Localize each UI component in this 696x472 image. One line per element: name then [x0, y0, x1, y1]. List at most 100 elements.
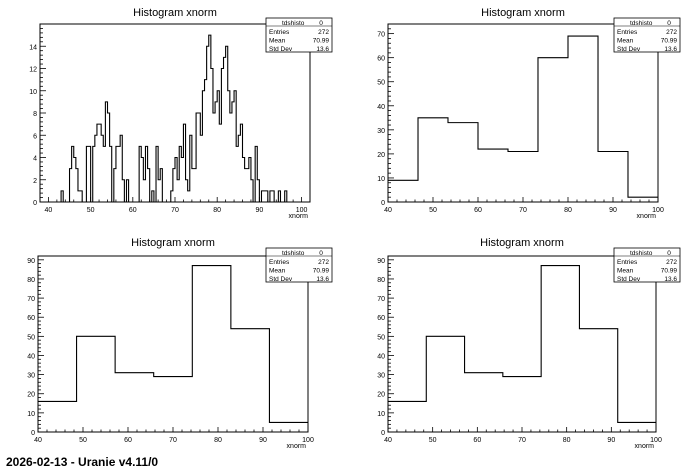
stats-box: tdshisto 0 Entries 272 Mean 70.99 Std Dev 13.6 — [265, 17, 333, 53]
panel-title: Histogram xnorm — [133, 7, 217, 19]
stats-label: Std Dev — [617, 276, 641, 283]
x-axis-label: xnorm — [289, 213, 309, 220]
y-tick-label: 40 — [27, 353, 35, 360]
stats-box-title: tdshisto — [630, 250, 653, 257]
stats-box-frame — [265, 17, 333, 53]
histogram-outline — [40, 34, 310, 203]
stats-box-title-value: 0 — [319, 250, 323, 257]
stats-box-frame — [613, 247, 681, 283]
x-tick-label: 50 — [429, 207, 437, 214]
stats-label: Entries — [617, 29, 638, 36]
stats-value: 272 — [666, 259, 677, 266]
y-tick-label: 50 — [27, 334, 35, 341]
stats-box: tdshisto 0 Entries 272 Mean 70.99 Std Dev 13.6 — [613, 17, 681, 53]
stats-label: Entries — [617, 259, 638, 266]
y-tick-label: 20 — [27, 392, 35, 399]
stats-box-title-value: 0 — [667, 20, 671, 27]
histogram-outline — [38, 265, 308, 423]
stats-value: 272 — [318, 29, 329, 36]
stats-label: Entries — [269, 29, 290, 36]
stats-label: Std Dev — [269, 276, 293, 283]
y-tick-label: 30 — [377, 373, 385, 380]
stats-box: tdshisto 0 Entries 272 Mean 70.99 Std Dev 13.6 — [265, 247, 333, 283]
x-tick-label: 80 — [214, 437, 222, 444]
y-tick-label: 60 — [27, 315, 35, 322]
y-tick-label: 40 — [377, 104, 385, 111]
stats-value: 70.99 — [313, 268, 330, 275]
y-tick-label: 4 — [33, 156, 37, 163]
x-tick-label: 90 — [607, 437, 615, 444]
x-tick-label: 70 — [171, 207, 179, 214]
stats-box-title-value: 0 — [319, 20, 323, 27]
stats-label: Std Dev — [269, 46, 293, 53]
x-tick-label: 70 — [518, 437, 526, 444]
stats-value: 13.6 — [316, 46, 329, 53]
x-axis-label: xnorm — [637, 213, 657, 220]
y-tick-label: 50 — [377, 334, 385, 341]
histogram-outline — [388, 35, 658, 198]
stats-value: 70.99 — [661, 268, 678, 275]
x-tick-label: 60 — [124, 437, 132, 444]
y-tick-label: 0 — [381, 200, 385, 207]
y-tick-label: 10 — [377, 176, 385, 183]
y-tick-label: 30 — [27, 373, 35, 380]
x-axis-label: xnorm — [635, 443, 655, 450]
y-tick-label: 12 — [29, 67, 37, 74]
panel-title: Histogram xnorm — [480, 237, 564, 249]
y-tick-label: 0 — [31, 430, 35, 437]
x-tick-label: 40 — [34, 437, 42, 444]
y-tick-label: 2 — [33, 178, 37, 185]
histogram-outline — [388, 265, 656, 423]
y-tick-label: 90 — [27, 258, 35, 265]
stats-box-frame — [265, 247, 333, 283]
stats-box-frame — [613, 17, 681, 53]
stats-box-title: tdshisto — [282, 250, 305, 257]
y-tick-label: 0 — [381, 430, 385, 437]
y-tick-label: 8 — [33, 111, 37, 118]
stats-value: 272 — [666, 29, 677, 36]
y-tick-label: 90 — [377, 258, 385, 265]
stats-value: 13.6 — [316, 276, 329, 283]
x-tick-label: 50 — [87, 207, 95, 214]
x-tick-label: 100 — [650, 437, 662, 444]
x-tick-label: 40 — [384, 437, 392, 444]
y-tick-label: 80 — [377, 277, 385, 284]
y-tick-label: 60 — [377, 56, 385, 63]
stats-box-title: tdshisto — [282, 20, 305, 27]
panel-title: Histogram xnorm — [481, 7, 565, 19]
stats-box-title: tdshisto — [630, 20, 653, 27]
y-tick-label: 80 — [27, 277, 35, 284]
stats-value: 70.99 — [313, 38, 330, 45]
x-tick-label: 50 — [429, 437, 437, 444]
x-tick-label: 80 — [563, 437, 571, 444]
footer-stamp: 2026-02-13 - Uranie v4.11/0 — [6, 455, 159, 469]
y-tick-label: 70 — [27, 296, 35, 303]
x-tick-label: 70 — [519, 207, 527, 214]
x-tick-label: 90 — [609, 207, 617, 214]
x-tick-label: 60 — [474, 207, 482, 214]
stats-box-title-value: 0 — [667, 250, 671, 257]
y-tick-label: 50 — [377, 80, 385, 87]
stats-value: 13.6 — [664, 46, 677, 53]
y-tick-label: 70 — [377, 296, 385, 303]
stats-label: Mean — [617, 38, 634, 45]
y-tick-label: 30 — [377, 128, 385, 135]
stats-box: tdshisto 0 Entries 272 Mean 70.99 Std Dev 13.6 — [613, 247, 681, 283]
y-tick-label: 40 — [377, 353, 385, 360]
stats-label: Std Dev — [617, 46, 641, 53]
x-tick-label: 100 — [302, 437, 314, 444]
stats-value: 70.99 — [661, 38, 678, 45]
stats-value: 13.6 — [664, 276, 677, 283]
stats-label: Entries — [269, 259, 290, 266]
y-tick-label: 60 — [377, 315, 385, 322]
y-tick-label: 20 — [377, 392, 385, 399]
x-tick-label: 100 — [296, 207, 308, 214]
y-tick-label: 14 — [29, 44, 37, 51]
stats-value: 272 — [318, 259, 329, 266]
x-tick-label: 50 — [79, 437, 87, 444]
